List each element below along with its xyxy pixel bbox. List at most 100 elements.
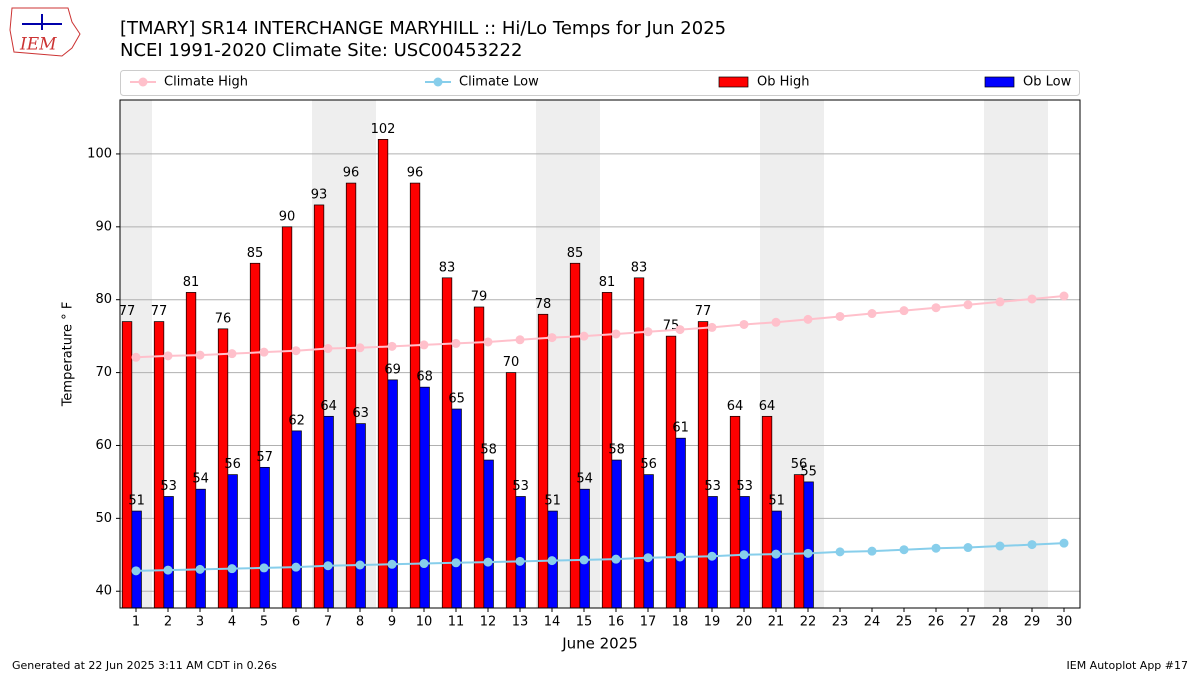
bar-value-label: 54 — [576, 472, 593, 487]
chart-title: [TMARY] SR14 INTERCHANGE MARYHILL :: Hi/… — [120, 18, 726, 39]
line-marker — [483, 557, 493, 567]
weekend-shade — [1016, 100, 1048, 608]
line-marker — [355, 343, 365, 353]
line-marker — [355, 560, 365, 570]
line-marker — [259, 563, 269, 573]
line — [135, 542, 1065, 572]
bar-value-label: 81 — [599, 275, 616, 290]
line-marker — [1059, 291, 1069, 301]
line-marker — [803, 314, 813, 324]
x-tick-label: 10 — [416, 615, 433, 630]
bar-value-label: 64 — [320, 399, 337, 414]
bar — [153, 321, 165, 609]
line-marker — [995, 541, 1005, 551]
x-tick-label: 17 — [640, 615, 657, 630]
x-tick-label: 14 — [544, 615, 561, 630]
line-marker — [387, 559, 397, 569]
bar-value-label: 96 — [343, 166, 360, 181]
line-marker — [547, 556, 557, 566]
line-marker — [579, 331, 589, 341]
legend-label: Ob High — [757, 75, 810, 90]
bar-value-label: 79 — [471, 289, 488, 304]
line — [135, 295, 1065, 359]
bar-value-label: 58 — [608, 443, 625, 458]
bar — [803, 481, 814, 609]
bar — [441, 277, 453, 609]
bar-value-label: 78 — [535, 297, 552, 312]
line-marker — [131, 352, 141, 362]
legend-label: Climate High — [164, 75, 248, 90]
x-tick-label: 26 — [928, 615, 945, 630]
line-marker — [995, 297, 1005, 307]
legend-marker — [433, 77, 443, 87]
y-tick-label: 100 — [87, 146, 112, 161]
chart-subtitle: NCEI 1991-2020 Climate Site: USC00453222 — [120, 40, 522, 61]
line-marker — [803, 548, 813, 558]
line-marker — [259, 347, 269, 357]
x-tick-label: 23 — [832, 615, 849, 630]
line-marker — [163, 565, 173, 575]
bar-value-label: 53 — [736, 479, 753, 494]
line-marker — [451, 338, 461, 348]
y-tick-label: 80 — [95, 292, 112, 307]
bar — [195, 488, 206, 609]
line-marker — [195, 350, 205, 360]
y-tick-label: 90 — [95, 219, 112, 234]
line-marker — [419, 340, 429, 350]
x-tick-label: 6 — [292, 615, 300, 630]
y-tick-label: 70 — [95, 365, 112, 380]
footer-right: IEM Autoplot App #17 — [1067, 659, 1189, 672]
bar-value-label: 93 — [311, 187, 328, 202]
x-tick-label: 3 — [196, 615, 204, 630]
line-marker — [899, 306, 909, 316]
bar — [761, 415, 773, 609]
plot-frame — [119, 99, 1081, 609]
x-tick-label: 20 — [736, 615, 753, 630]
x-tick-label: 5 — [260, 615, 268, 630]
legend-label: Ob Low — [1023, 75, 1072, 90]
x-tick-label: 22 — [800, 615, 817, 630]
bar — [249, 262, 261, 609]
x-tick-label: 24 — [864, 615, 881, 630]
line-marker — [579, 555, 589, 565]
line-marker — [227, 564, 237, 574]
line-marker — [163, 351, 173, 361]
bar-value-label: 90 — [279, 209, 296, 224]
bar — [643, 474, 654, 609]
x-tick-label: 12 — [480, 615, 497, 630]
legend-box — [120, 70, 1080, 96]
legend: Climate High Climate Low Ob High Ob Low — [130, 75, 1072, 90]
legend-swatch — [718, 76, 749, 88]
line-marker — [835, 547, 845, 557]
weekend-shade — [984, 100, 1016, 608]
x-tick-label: 4 — [228, 615, 236, 630]
x-tick-label: 25 — [896, 615, 913, 630]
bar — [451, 408, 462, 609]
logo: IEM — [9, 7, 81, 57]
bar — [291, 430, 302, 609]
bar-value-label: 55 — [800, 464, 817, 479]
bar-value-label: 69 — [384, 362, 401, 377]
bar-value-label: 65 — [448, 392, 465, 407]
bar — [697, 321, 709, 609]
bar-value-label: 64 — [727, 399, 744, 414]
y-tick-label: 50 — [95, 511, 112, 526]
x-tick-label: 19 — [704, 615, 721, 630]
bar-value-label: 63 — [352, 406, 369, 421]
line-marker — [515, 335, 525, 345]
bar-value-label: 102 — [371, 122, 396, 137]
bar-value-label: 51 — [768, 494, 785, 509]
y-axis-label: Temperature ° F — [61, 302, 76, 408]
line-marker — [611, 329, 621, 339]
line-marker — [739, 550, 749, 560]
y-tick-label: 40 — [95, 584, 112, 599]
line-marker — [867, 309, 877, 319]
bar — [323, 415, 334, 609]
line-marker — [963, 300, 973, 310]
line-marker — [899, 545, 909, 555]
line-marker — [931, 543, 941, 553]
logo-outline — [9, 7, 81, 57]
bar — [665, 335, 677, 609]
